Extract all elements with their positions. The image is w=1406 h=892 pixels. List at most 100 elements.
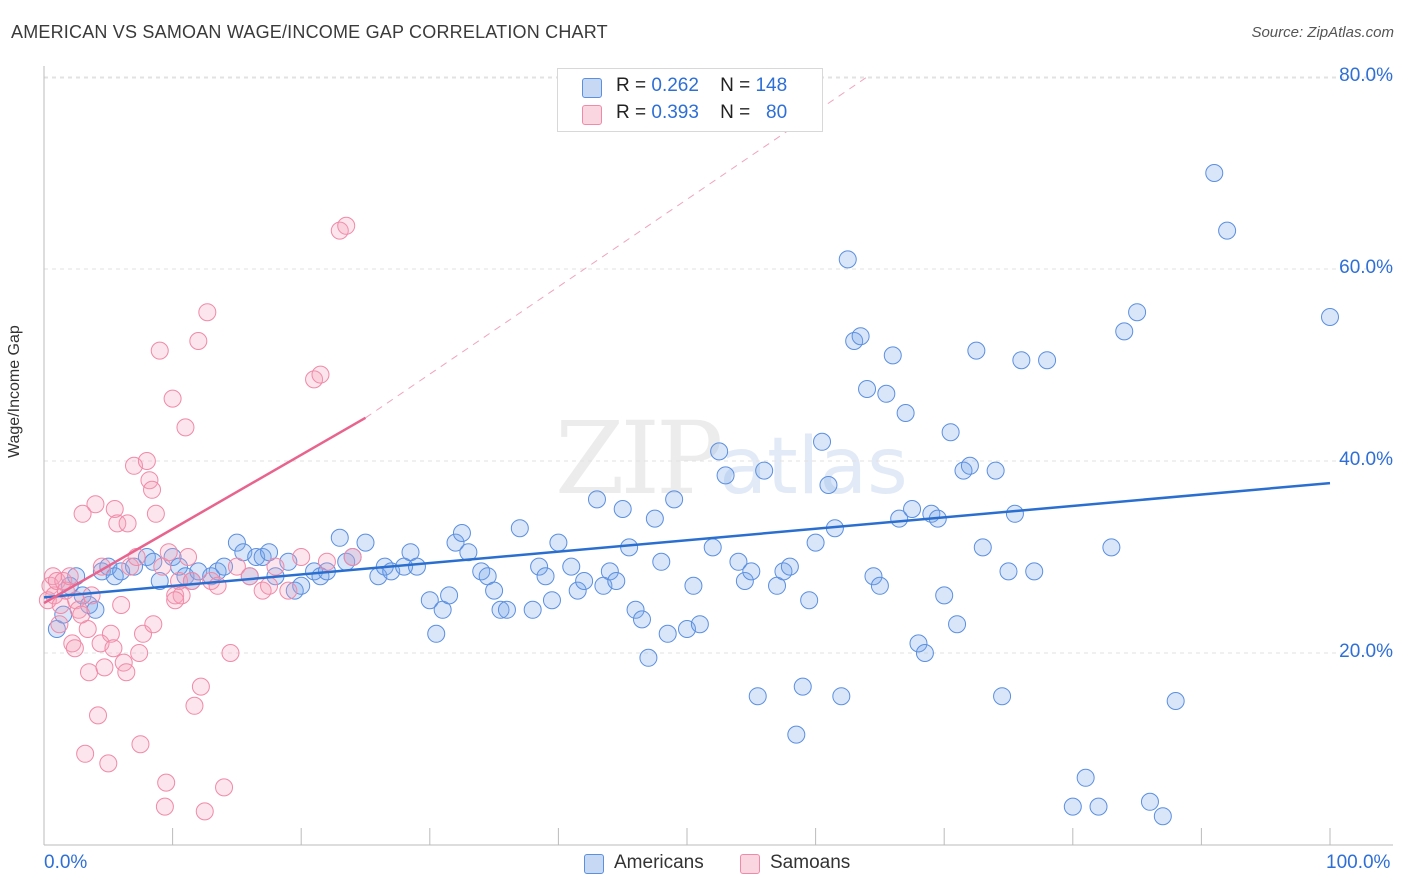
samoans-point	[50, 615, 69, 634]
americans-n-value: 148	[755, 75, 788, 96]
samoans-point	[69, 600, 88, 619]
americans-point	[530, 557, 549, 576]
samoans-point	[130, 644, 149, 662]
samoans-r-label: R =	[616, 102, 647, 123]
americans-point	[716, 466, 735, 485]
americans-point	[497, 600, 516, 619]
samoans-point	[317, 552, 336, 571]
samoans-point	[137, 452, 156, 470]
americans-r-value: 0.262	[651, 75, 699, 96]
americans-point	[1089, 797, 1108, 816]
samoans-point	[82, 586, 101, 605]
americans-point	[613, 500, 632, 518]
samoans-point	[191, 677, 210, 696]
americans-point	[819, 476, 838, 494]
americans-point	[877, 384, 896, 403]
americans-point	[813, 432, 832, 451]
americans-point	[542, 591, 561, 610]
watermark-zip: ZIP	[555, 400, 723, 517]
americans-legend-label: Americans	[614, 852, 704, 873]
samoans-point	[118, 514, 137, 533]
americans-point	[748, 687, 767, 706]
trend-lines	[43, 76, 1331, 605]
americans-n-label: N =	[720, 75, 751, 96]
americans-point	[1166, 692, 1185, 710]
y-tick-label-60: 60.0%	[1339, 257, 1393, 278]
americans-point	[993, 687, 1012, 706]
americans-point	[948, 615, 967, 634]
americans-point	[491, 600, 510, 619]
americans-point	[870, 576, 889, 595]
axes	[43, 66, 1393, 846]
samoans-point	[176, 418, 195, 437]
americans-point	[536, 567, 555, 586]
samoans-point	[227, 557, 246, 576]
americans-point	[652, 552, 671, 571]
samoans-point	[60, 567, 79, 586]
americans-r-label: R =	[616, 75, 647, 96]
americans-point	[144, 552, 163, 571]
americans-point	[755, 461, 774, 480]
samoans-swatch	[582, 105, 602, 125]
samoans-point	[63, 634, 82, 653]
americans-point	[909, 634, 928, 653]
americans-point	[607, 572, 626, 590]
samoans-point	[159, 543, 178, 562]
x-tick-label-max: 100.0%	[1326, 852, 1391, 873]
americans-point	[523, 600, 542, 619]
americans-point	[703, 538, 722, 557]
americans-trend-line	[43, 481, 1331, 599]
americans-point	[967, 341, 986, 360]
chart-title: AMERICAN VS SAMOAN WAGE/INCOME GAP CORRE…	[11, 22, 608, 42]
x-tick-label-min: 0.0%	[44, 852, 88, 873]
americans-point	[1025, 562, 1044, 581]
americans-point	[632, 610, 651, 629]
samoans-point	[108, 514, 127, 533]
americans-point	[510, 519, 529, 538]
americans-point	[858, 380, 877, 398]
americans-point	[864, 567, 883, 586]
source-label: Source: ZipAtlas.com	[1251, 24, 1394, 41]
samoans-point	[179, 548, 198, 566]
americans-point	[1038, 351, 1057, 370]
americans-point	[883, 346, 902, 365]
americans-point	[838, 250, 857, 269]
samoans-point	[311, 365, 330, 384]
americans-point	[780, 557, 799, 576]
samoans-point	[104, 639, 123, 658]
y-tick-label-40: 40.0%	[1339, 449, 1393, 470]
samoans-trend-line	[43, 416, 367, 605]
samoans-point	[182, 572, 201, 590]
samoans-point	[99, 754, 118, 773]
americans-point	[1012, 351, 1031, 370]
americans-point	[1218, 221, 1237, 240]
americans-point	[639, 648, 658, 667]
samoans-point	[95, 658, 114, 677]
samoans-point	[117, 663, 136, 682]
samoans-point	[198, 303, 217, 322]
americans-point	[446, 533, 465, 552]
americans-point	[1115, 322, 1134, 341]
americans-point	[440, 586, 459, 605]
americans-point	[600, 562, 619, 581]
americans-point	[684, 576, 703, 595]
samoans-point	[221, 644, 240, 662]
samoans-point	[105, 500, 124, 518]
samoans-point	[166, 591, 185, 610]
samoans-n-label: N =	[720, 102, 751, 123]
americans-point	[742, 562, 761, 581]
samoans-point	[80, 663, 99, 682]
americans-point	[626, 600, 645, 619]
americans-point	[941, 423, 960, 442]
americans-point	[800, 591, 819, 610]
samoans-point	[146, 504, 165, 523]
americans-point	[330, 528, 349, 547]
samoans-trend-extension	[365, 76, 868, 419]
americans-point	[227, 533, 246, 552]
americans-point	[851, 327, 870, 346]
samoans-point	[266, 557, 285, 576]
americans-point	[658, 624, 677, 643]
samoans-point	[121, 557, 140, 576]
americans-point	[568, 581, 587, 600]
